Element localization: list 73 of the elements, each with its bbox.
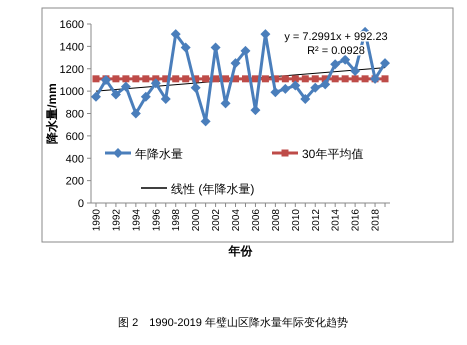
x-tick-label: 2002 [211, 208, 222, 232]
point [132, 75, 140, 82]
y-tick-label: 800 [66, 108, 84, 120]
y-tick-label: 600 [66, 130, 84, 143]
point [282, 75, 289, 82]
x-tick-label: 2012 [310, 208, 322, 232]
x-tick-label: 2014 [330, 208, 342, 232]
point [332, 75, 339, 82]
text: 图 2 1990-2019 年璧山区降水量年际变化趋势 [118, 316, 348, 329]
x-tick-label: 2010 [290, 208, 302, 232]
y-tick-label: 1200 [60, 64, 84, 76]
point [182, 75, 190, 82]
y-axis-title: 降水量/mm [45, 83, 59, 144]
point [382, 75, 389, 82]
point [270, 87, 280, 98]
point [340, 54, 350, 65]
x-tick-label: 2004 [231, 208, 242, 232]
point [150, 78, 161, 88]
point [242, 75, 249, 82]
x-tick-label: 1990 [91, 208, 102, 232]
point [190, 82, 201, 93]
point [302, 75, 309, 82]
x-tick-label: 2016 [350, 208, 362, 232]
point [300, 94, 310, 104]
point [130, 108, 141, 118]
point [210, 42, 221, 52]
y-tick-label: 0 [78, 198, 84, 210]
y-tick-label: 1400 [60, 41, 84, 54]
legend-label: 线性 (年降水量) [171, 182, 254, 196]
point [280, 84, 290, 94]
point [142, 75, 150, 82]
x-tick-label: 2018 [370, 208, 382, 232]
point [380, 58, 390, 68]
point [122, 75, 130, 82]
y-tick-label: 1000 [60, 86, 84, 98]
point [170, 29, 181, 40]
point [352, 75, 359, 82]
point [362, 75, 369, 82]
point [230, 58, 241, 68]
y-tick-label: 1600 [60, 19, 84, 31]
point [320, 79, 330, 90]
x-tick-label: 2008 [270, 208, 282, 232]
point [120, 82, 131, 92]
point [250, 105, 260, 116]
x-tick-label: 1992 [111, 208, 122, 232]
point [262, 75, 269, 82]
point [330, 59, 340, 70]
point [350, 66, 360, 76]
point [180, 42, 191, 52]
legend-label: 年降水量 [135, 147, 183, 161]
y-tick-label: 400 [66, 153, 84, 166]
y-tick-label: 200 [66, 176, 84, 188]
point [202, 75, 210, 82]
point [342, 75, 349, 82]
point [100, 74, 111, 85]
point [90, 92, 101, 102]
point [290, 80, 300, 91]
point [140, 92, 151, 102]
x-tick-label: 1996 [151, 208, 162, 232]
point [92, 75, 100, 82]
x-tick-label: 2006 [250, 208, 262, 232]
point [310, 82, 320, 93]
point [112, 75, 120, 82]
point [240, 46, 250, 56]
point [110, 89, 121, 100]
x-tick-label: 1998 [171, 208, 182, 232]
point [292, 75, 299, 82]
x-tick-label: 1994 [131, 208, 142, 232]
point [172, 75, 180, 82]
point [312, 75, 319, 82]
x-tick-label: 2000 [191, 208, 202, 232]
x-axis-title: 年份 [228, 244, 254, 258]
legend-label: 30年平均值 [302, 147, 364, 161]
